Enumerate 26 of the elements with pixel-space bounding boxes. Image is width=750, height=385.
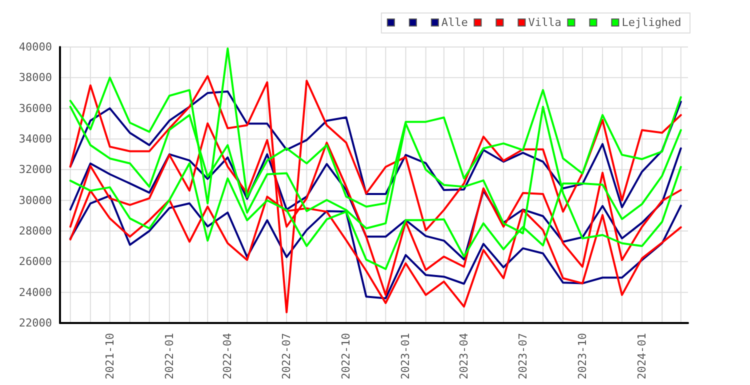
line-series <box>69 90 682 208</box>
y-tick-label: 30000 <box>18 194 52 207</box>
x-tick-label: 2022-10 <box>340 333 353 380</box>
x-tick-label: 2023-04 <box>457 332 470 380</box>
y-tick-label: 38000 <box>18 71 52 84</box>
y-tick-label: 34000 <box>18 132 52 146</box>
legend-label: Lejlighed <box>622 16 682 29</box>
y-tick-label: 26000 <box>18 255 52 268</box>
y-tick-label: 22000 <box>18 316 52 330</box>
y-tick-label: 36000 <box>18 102 52 115</box>
x-tick-label: 2022-01 <box>162 333 176 380</box>
legend-label: Villa <box>528 16 562 29</box>
x-tick-label: 2023-10 <box>576 333 589 380</box>
line-series <box>69 147 682 260</box>
x-tick-label: 2023-07 <box>516 333 530 380</box>
x-tick-label: 2022-04 <box>221 332 234 380</box>
y-tick-label: 32000 <box>18 163 52 176</box>
x-tick-label: 2024-01 <box>636 333 649 380</box>
legend-label: Alle <box>441 16 468 29</box>
line-series <box>69 75 682 314</box>
y-tick-label: 40000 <box>18 40 52 54</box>
x-tick-label: 2023-01 <box>399 333 412 380</box>
y-tick-label: 28000 <box>18 224 52 238</box>
x-tick-label: 2021-10 <box>103 333 116 380</box>
y-tick-label: 24000 <box>18 286 52 299</box>
x-tick-label: 2022-07 <box>280 333 294 380</box>
